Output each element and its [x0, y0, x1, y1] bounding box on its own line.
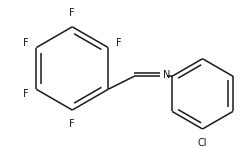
Text: Cl: Cl — [198, 138, 207, 148]
Text: F: F — [116, 38, 122, 48]
Text: F: F — [69, 8, 75, 18]
Text: F: F — [23, 38, 28, 48]
Text: F: F — [69, 119, 75, 129]
Text: N: N — [163, 70, 171, 80]
Text: F: F — [23, 89, 28, 99]
